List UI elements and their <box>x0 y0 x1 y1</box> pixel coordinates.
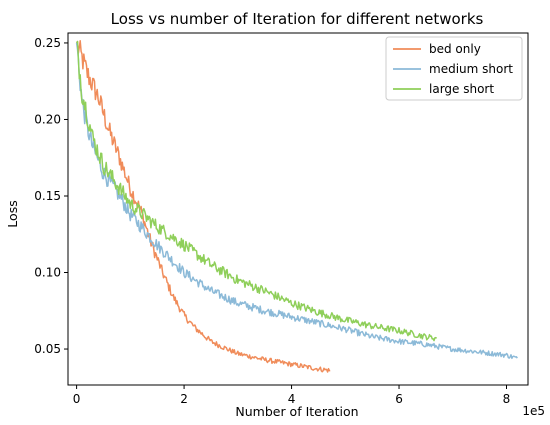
y-tick-label: 0.20 <box>34 112 61 126</box>
x-tick-label: 2 <box>180 392 188 406</box>
legend: bed only medium short large short <box>385 36 523 101</box>
legend-box <box>385 36 523 101</box>
x-tick-label: 6 <box>395 392 403 406</box>
y-axis-label: Loss <box>5 200 20 227</box>
x-axis-label: Number of Iteration <box>235 404 358 419</box>
x-tick-label: 0 <box>73 392 81 406</box>
series-line-bed-only <box>75 40 331 373</box>
axes-frame <box>67 32 529 386</box>
y-tick-label: 0.25 <box>34 36 61 50</box>
legend-label: medium short <box>429 62 513 76</box>
chart-title: Loss vs number of Iteration for differen… <box>111 10 484 28</box>
x-axis-ticks: 0 2 4 6 8 <box>73 385 511 406</box>
x-tick-label: 8 <box>503 392 511 406</box>
legend-label: bed only <box>429 42 481 56</box>
y-axis-ticks: 0.05 0.10 0.15 0.20 0.25 <box>34 36 68 356</box>
plot-area <box>67 32 529 386</box>
y-tick-label: 0.10 <box>34 266 61 280</box>
y-tick-label: 0.15 <box>34 189 61 203</box>
x-axis-offset-label: 1e5 <box>522 404 545 418</box>
series-line-large-short <box>75 40 438 342</box>
y-tick-label: 0.05 <box>34 342 61 356</box>
series-line-medium-short <box>75 42 518 360</box>
x-tick-label: 4 <box>288 392 296 406</box>
legend-label: large short <box>429 82 494 96</box>
